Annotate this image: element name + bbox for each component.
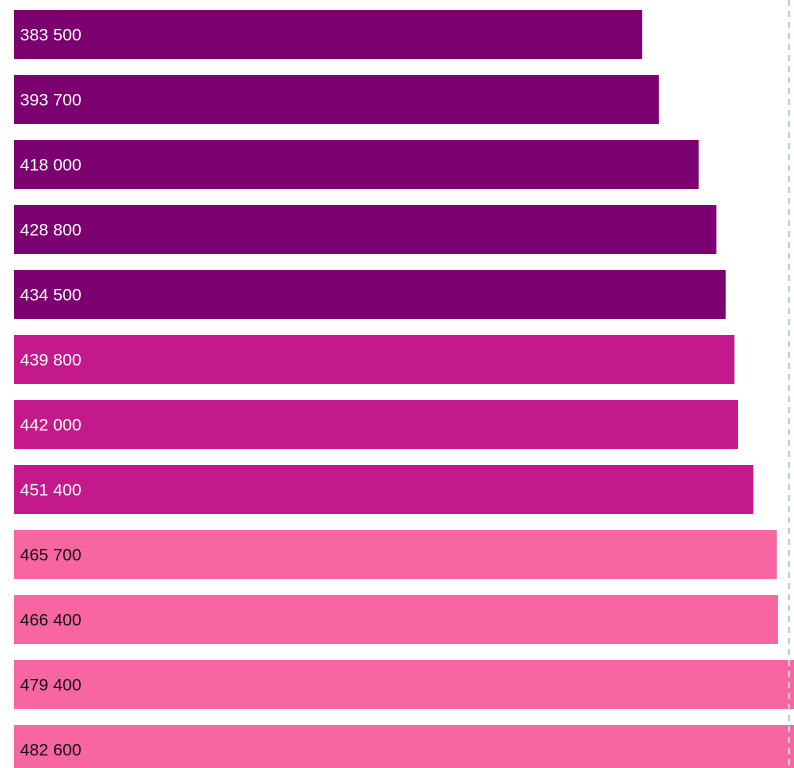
bar-value-label-3: 418 000 [20, 156, 81, 175]
bar-10 [14, 595, 778, 644]
bar-11 [14, 660, 794, 709]
bar-4 [14, 205, 717, 254]
bar-value-label-11: 479 400 [20, 676, 81, 695]
bar-8 [14, 465, 754, 514]
bars-group [14, 10, 794, 768]
bar-value-label-10: 466 400 [20, 611, 81, 630]
bar-value-label-1: 383 500 [20, 26, 81, 45]
bar-value-label-2: 393 700 [20, 91, 81, 110]
bar-value-label-5: 434 500 [20, 286, 81, 305]
bar-1 [14, 10, 643, 59]
bar-5 [14, 270, 726, 319]
bar-value-label-12: 482 600 [20, 741, 81, 760]
bar-value-label-4: 428 800 [20, 221, 81, 240]
bar-3 [14, 140, 699, 189]
bar-value-label-7: 442 000 [20, 416, 81, 435]
bar-value-label-6: 439 800 [20, 351, 81, 370]
labels-group: 383 500 393 700 418 000 428 800 434 500 439 8… [20, 26, 81, 760]
bar-value-label-8: 451 400 [20, 481, 81, 500]
bar-2 [14, 75, 659, 124]
bar-6 [14, 335, 735, 384]
bar-12 [14, 725, 794, 768]
bar-7 [14, 400, 738, 449]
bar-9 [14, 530, 777, 579]
bar-value-label-9: 465 700 [20, 546, 81, 565]
